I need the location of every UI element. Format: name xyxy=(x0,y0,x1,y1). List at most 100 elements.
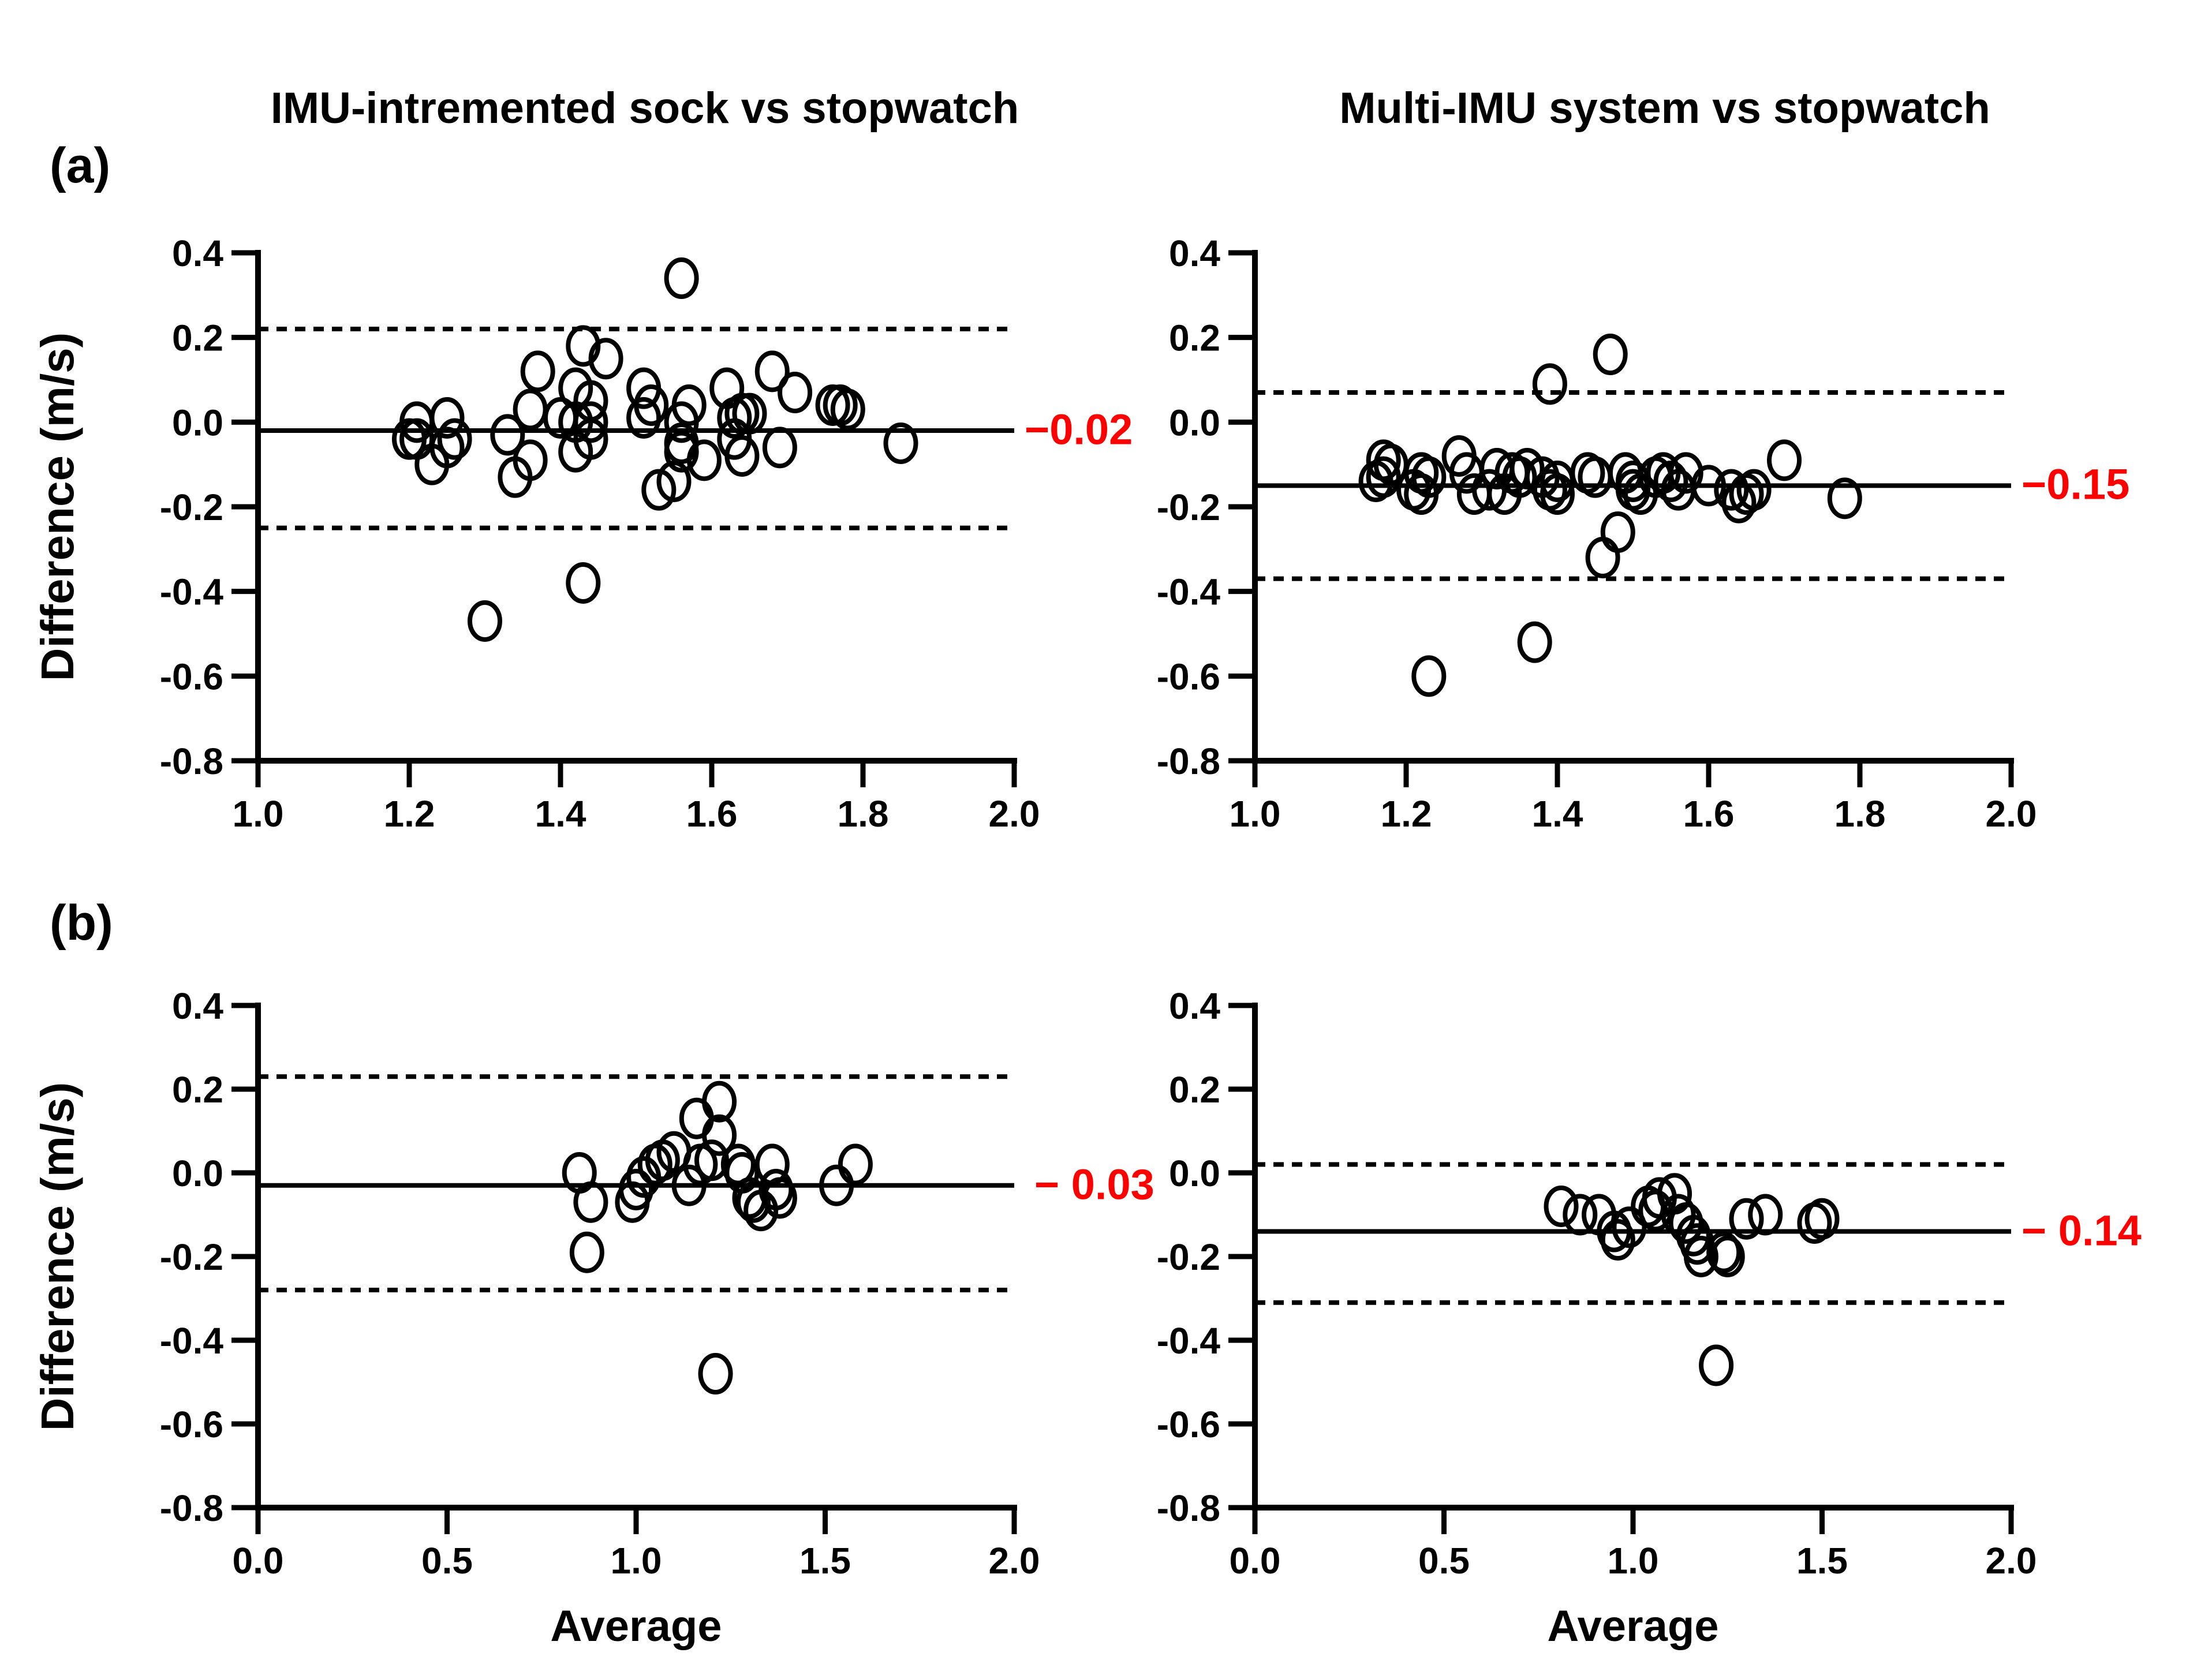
y-tick-label: -0.2 xyxy=(160,487,223,528)
y-tick-label: 0.2 xyxy=(1169,1069,1220,1111)
data-point xyxy=(634,384,669,426)
data-point xyxy=(1411,456,1447,498)
y-tick-label: -0.6 xyxy=(160,1404,223,1445)
mean-bias-annotation-b-right: − 0.14 xyxy=(2022,1206,2142,1255)
data-point xyxy=(1748,1194,1783,1236)
x-tick-label: 1.0 xyxy=(611,1540,662,1581)
data-point xyxy=(437,418,472,460)
panel-label-b: (b) xyxy=(50,895,113,951)
data-point xyxy=(414,443,450,485)
column-title-right: Multi-IMU system vs stopwatch xyxy=(1339,84,1990,133)
data-point xyxy=(558,431,593,473)
mean-bias-annotation-a-left: −0.02 xyxy=(1025,405,1133,454)
data-point xyxy=(717,397,752,439)
data-point xyxy=(762,427,797,469)
x-tick-label: 2.0 xyxy=(989,1540,1040,1581)
data-point xyxy=(883,423,918,464)
data-point xyxy=(1827,477,1862,519)
data-point xyxy=(1600,1219,1635,1261)
column-title-left: IMU-intremented sock vs stopwatch xyxy=(270,84,1019,133)
data-point xyxy=(679,1097,714,1139)
data-point xyxy=(1691,465,1726,507)
data-point xyxy=(566,562,601,604)
y-tick-label: 0.0 xyxy=(1169,1153,1220,1194)
y-tick-label: 0.4 xyxy=(172,233,223,274)
panel-b_right: 0.40.20.0-0.2-0.4-0.6-0.80.0 0.5 1.0 1.5 2.0 xyxy=(1157,985,2037,1581)
data-point xyxy=(702,1080,737,1123)
y-tick-label: -0.2 xyxy=(1157,1236,1220,1278)
x-tick-label: 1.0 xyxy=(233,793,284,835)
data-point xyxy=(1502,456,1537,498)
data-point xyxy=(1411,655,1447,697)
data-point xyxy=(619,1169,653,1210)
data-point xyxy=(588,338,623,380)
data-point xyxy=(664,401,699,443)
panel-b_left: 0.40.20.0-0.2-0.4-0.6-0.80.0 0.5 1.0 1.5 2.0 xyxy=(160,985,1040,1581)
panel-a_left: 0.4 0.2 0.0 -0.2 -0.4 -0.6 -0.81.0 1.2 1.4 1.6 1.8… xyxy=(160,233,1040,835)
data-point xyxy=(1668,1202,1703,1244)
data-point xyxy=(468,600,502,642)
data-point xyxy=(702,1114,737,1156)
data-point xyxy=(1585,537,1620,578)
data-point xyxy=(1714,469,1749,511)
data-point xyxy=(1710,1236,1745,1277)
data-point xyxy=(1544,1186,1579,1227)
y-tick-label: -0.2 xyxy=(1157,487,1220,528)
y-tick-label: -0.2 xyxy=(160,1236,223,1278)
x-tick-label: 0.0 xyxy=(1230,1540,1281,1581)
panel-a_right: 0.4 0.2 0.0 -0.2 -0.4 -0.6 -0.81.0 1.2 1.4 1.6 1.8… xyxy=(1157,233,2037,835)
data-point xyxy=(641,469,677,511)
mean-bias-annotation-b-left: − 0.03 xyxy=(1034,1160,1154,1209)
data-point xyxy=(686,439,722,481)
y-tick-label: 0.2 xyxy=(172,1069,223,1111)
y-axis-title-row-b: Difference (m/s) xyxy=(32,1082,83,1431)
x-tick-label: 1.0 xyxy=(1230,793,1281,835)
x-tick-label: 0.5 xyxy=(421,1540,473,1581)
y-tick-label: 0.2 xyxy=(172,317,223,359)
y-tick-label: 0.0 xyxy=(172,402,223,443)
data-point xyxy=(754,1143,790,1186)
x-tick-label: 0.0 xyxy=(233,1540,284,1581)
data-point xyxy=(490,414,525,456)
x-tick-label: 1.4 xyxy=(535,793,586,835)
y-tick-label: -0.4 xyxy=(160,571,224,613)
data-point xyxy=(1767,439,1802,481)
data-point xyxy=(762,1177,797,1219)
y-tick-label: 0.0 xyxy=(172,1153,223,1194)
x-tick-label: 0.5 xyxy=(1418,1540,1470,1581)
x-tick-label: 1.6 xyxy=(1683,793,1735,835)
panel-label-a: (a) xyxy=(50,138,111,193)
y-axis-title-row-a: Difference (m/s) xyxy=(32,332,83,682)
x-tick-label: 1.0 xyxy=(1608,1540,1659,1581)
y-tick-label: -0.8 xyxy=(160,1487,223,1529)
data-point xyxy=(1683,1236,1718,1277)
data-point xyxy=(671,1164,707,1206)
x-tick-label: 1.8 xyxy=(838,793,889,835)
data-point xyxy=(838,1143,873,1186)
data-point xyxy=(520,350,555,392)
y-tick-label: -0.4 xyxy=(1157,1320,1221,1362)
data-point xyxy=(698,1353,733,1394)
x-axis-title-right: Average xyxy=(1547,1602,1719,1651)
data-point xyxy=(778,372,813,413)
data-point xyxy=(724,435,760,477)
data-point xyxy=(664,257,699,299)
x-tick-label: 2.0 xyxy=(989,793,1040,835)
data-point xyxy=(754,350,790,392)
y-tick-label: 0.4 xyxy=(172,985,223,1027)
data-point xyxy=(1699,1344,1734,1386)
data-point xyxy=(1563,1194,1598,1236)
data-point xyxy=(819,1164,854,1206)
data-point xyxy=(1729,1198,1764,1240)
mean-bias-annotation-a-right: −0.15 xyxy=(2022,460,2130,509)
data-point xyxy=(1668,452,1703,494)
y-tick-label: -0.6 xyxy=(160,656,223,697)
y-tick-label: 0.4 xyxy=(1169,985,1220,1027)
x-tick-label: 1.5 xyxy=(1796,1540,1848,1581)
data-point xyxy=(694,1139,729,1182)
data-point xyxy=(573,1181,608,1223)
y-tick-label: -0.8 xyxy=(1157,1487,1220,1529)
x-tick-label: 2.0 xyxy=(1986,1540,2037,1581)
